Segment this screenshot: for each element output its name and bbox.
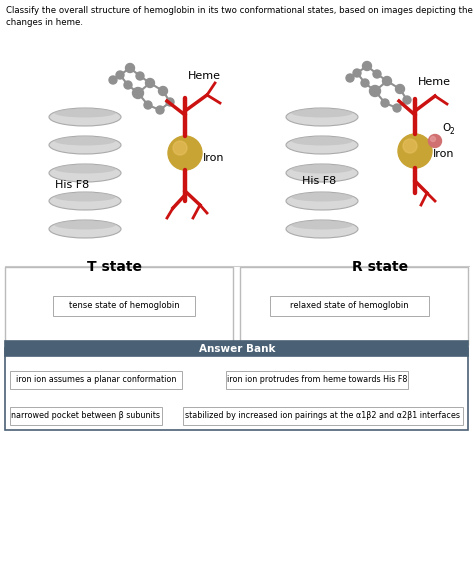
FancyBboxPatch shape [10, 407, 162, 425]
Text: Heme: Heme [188, 71, 221, 81]
Text: tense state of hemoglobin: tense state of hemoglobin [69, 302, 179, 311]
Circle shape [353, 69, 361, 77]
Circle shape [346, 74, 354, 82]
Text: iron ion protrudes from heme towards His F8: iron ion protrudes from heme towards His… [227, 376, 407, 385]
Text: T state: T state [88, 260, 143, 274]
Circle shape [124, 81, 132, 89]
Circle shape [133, 87, 144, 99]
Ellipse shape [55, 193, 116, 202]
Circle shape [398, 134, 432, 168]
FancyBboxPatch shape [5, 348, 468, 430]
FancyBboxPatch shape [53, 296, 195, 316]
Circle shape [403, 139, 417, 153]
Text: O: O [442, 123, 450, 133]
Text: His F8: His F8 [55, 180, 89, 190]
Ellipse shape [286, 164, 358, 182]
FancyBboxPatch shape [5, 267, 233, 345]
Ellipse shape [49, 108, 121, 126]
Text: iron ion assumes a planar conformation: iron ion assumes a planar conformation [16, 376, 176, 385]
Text: narrowed pocket between β subunits: narrowed pocket between β subunits [11, 412, 161, 421]
Ellipse shape [292, 136, 353, 145]
Circle shape [144, 101, 152, 109]
Ellipse shape [55, 221, 116, 230]
Circle shape [136, 72, 144, 80]
Ellipse shape [55, 109, 116, 118]
Circle shape [428, 135, 441, 148]
Ellipse shape [55, 164, 116, 173]
Circle shape [395, 84, 404, 93]
Ellipse shape [49, 220, 121, 238]
Ellipse shape [292, 164, 353, 173]
FancyBboxPatch shape [183, 407, 463, 425]
Ellipse shape [286, 136, 358, 154]
Text: stabilized by increased ion pairings at the α1β2 and α2β1 interfaces: stabilized by increased ion pairings at … [185, 412, 461, 421]
Ellipse shape [286, 220, 358, 238]
Circle shape [146, 78, 155, 87]
FancyBboxPatch shape [10, 371, 182, 389]
Circle shape [383, 77, 392, 86]
Ellipse shape [292, 193, 353, 202]
Text: Heme: Heme [418, 77, 451, 87]
Ellipse shape [286, 192, 358, 210]
Text: 2: 2 [450, 127, 455, 136]
FancyBboxPatch shape [226, 371, 408, 389]
Circle shape [381, 99, 389, 107]
Ellipse shape [286, 108, 358, 126]
Text: relaxed state of hemoglobin: relaxed state of hemoglobin [290, 302, 408, 311]
FancyBboxPatch shape [5, 341, 468, 356]
FancyBboxPatch shape [240, 267, 468, 345]
Circle shape [168, 136, 202, 170]
Circle shape [370, 86, 381, 96]
Circle shape [126, 64, 135, 73]
Text: Iron: Iron [203, 153, 225, 163]
Circle shape [109, 76, 117, 84]
FancyBboxPatch shape [270, 296, 429, 316]
FancyBboxPatch shape [5, 348, 468, 355]
Circle shape [361, 79, 369, 87]
Text: Answer Bank: Answer Bank [199, 344, 275, 354]
Text: Iron: Iron [433, 149, 455, 159]
Ellipse shape [292, 221, 353, 230]
Ellipse shape [49, 136, 121, 154]
Circle shape [430, 136, 436, 141]
Circle shape [393, 104, 401, 112]
Text: R state: R state [352, 260, 408, 274]
Circle shape [156, 106, 164, 114]
Circle shape [116, 71, 124, 79]
Circle shape [363, 61, 372, 70]
Circle shape [173, 141, 187, 155]
Circle shape [373, 70, 381, 78]
Text: Classify the overall structure of hemoglobin in its two conformational states, b: Classify the overall structure of hemogl… [6, 6, 474, 27]
Ellipse shape [49, 164, 121, 182]
Ellipse shape [55, 136, 116, 145]
Circle shape [403, 96, 411, 104]
Ellipse shape [49, 192, 121, 210]
Text: His F8: His F8 [302, 176, 336, 186]
Circle shape [166, 98, 174, 106]
Ellipse shape [292, 109, 353, 118]
Circle shape [158, 87, 167, 96]
